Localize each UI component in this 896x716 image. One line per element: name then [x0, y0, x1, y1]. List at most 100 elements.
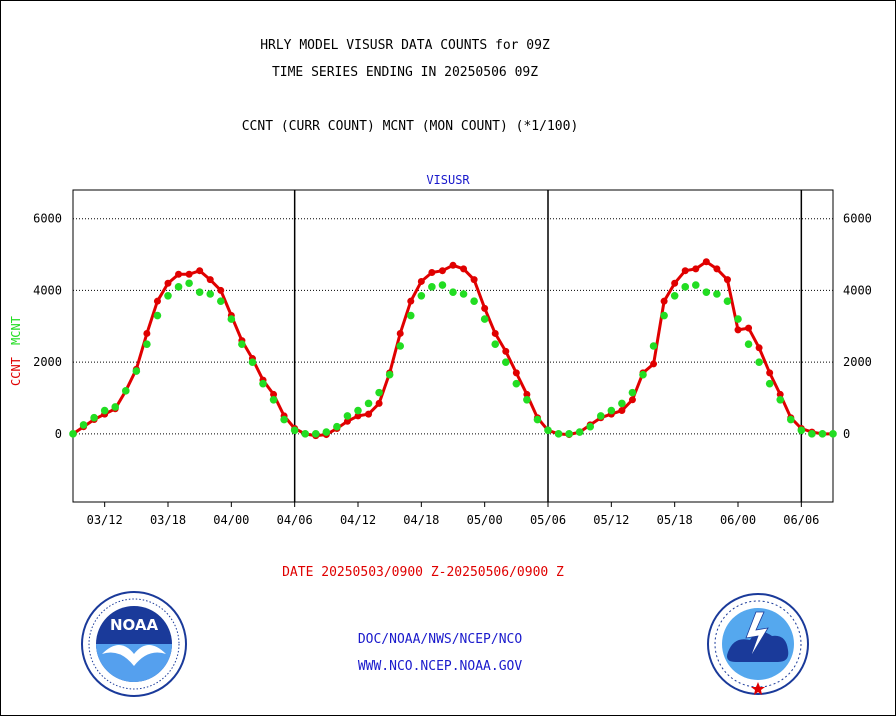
- ccnt-point: [512, 369, 520, 377]
- mcnt-point: [702, 288, 711, 297]
- chart-svg: 0 2000 4000 6000 0 2000 4000 6000 03/12 03/18 04…: [9, 173, 872, 527]
- mcnt-point: [322, 428, 331, 436]
- mcnt-point: [364, 399, 373, 408]
- mcnt-point: [375, 388, 383, 397]
- mcnt-point: [417, 291, 426, 300]
- x-tick-label: 05/12: [593, 513, 629, 527]
- mcnt-point: [808, 430, 816, 438]
- svg-text:NOAA: NOAA: [110, 616, 159, 634]
- x-tick-label: 04/12: [340, 513, 376, 527]
- mcnt-point: [227, 315, 236, 323]
- mcnt-point: [501, 358, 510, 366]
- plot-frame: [72, 189, 834, 503]
- mcnt-point: [575, 428, 584, 436]
- mcnt-point: [206, 290, 215, 298]
- nws-logo: [707, 593, 809, 695]
- mcnt-point: [586, 422, 595, 431]
- ccnt-point: [354, 412, 362, 420]
- mcnt-point: [90, 413, 98, 422]
- ccnt-point: [523, 390, 531, 398]
- mcnt-point: [459, 290, 468, 298]
- mcnt-point: [734, 315, 742, 323]
- mcnt-point: [480, 315, 489, 323]
- mcnt-point: [818, 430, 827, 438]
- y-tick-label-left: 0: [55, 427, 62, 441]
- ccnt-point: [776, 390, 784, 398]
- ccnt-point: [723, 276, 731, 284]
- y-tick-label-right: 2000: [843, 355, 872, 369]
- mcnt-point: [470, 297, 478, 305]
- mcnt-point: [618, 399, 626, 408]
- mcnt-point: [596, 412, 605, 420]
- mcnt-point: [343, 412, 352, 420]
- ccnt-point: [438, 267, 446, 275]
- x-tick-label: 05/06: [530, 513, 566, 527]
- ccnt-point: [713, 265, 721, 273]
- mcnt-point: [723, 297, 732, 305]
- ccnt-point: [734, 326, 742, 334]
- ccnt-point: [502, 347, 510, 355]
- mcnt-point: [670, 291, 679, 300]
- mcnt-point: [333, 422, 341, 431]
- ccnt-point: [343, 417, 351, 425]
- y-ticks-right: 0 2000 4000 6000: [843, 212, 872, 441]
- mcnt-point: [301, 430, 310, 438]
- grid: [73, 218, 833, 435]
- ccnt-point: [481, 304, 489, 312]
- chart-subtitle: CCNT (CURR COUNT) MCNT (MON COUNT) (*1/1…: [241, 119, 579, 134]
- mcnt-point: [111, 403, 120, 411]
- mcnt-point: [786, 415, 795, 424]
- mcnt-point: [765, 379, 774, 388]
- ccnt-point: [175, 270, 183, 278]
- ccnt-point: [671, 279, 679, 287]
- y-tick-label-right: 4000: [843, 283, 872, 297]
- ccnt-point: [745, 324, 753, 332]
- y-tick-label-right: 6000: [843, 212, 872, 226]
- ccnt-point: [153, 297, 161, 305]
- mcnt-point: [164, 291, 172, 300]
- chart-title: HRLY MODEL VISUSR DATA COUNTS for 09Z: [260, 38, 550, 53]
- mcnt-point: [691, 281, 700, 289]
- ccnt-point: [164, 279, 172, 287]
- x-tick-label: 05/00: [467, 513, 503, 527]
- ccnt-point: [407, 297, 415, 305]
- x-tick-label: 06/06: [783, 513, 819, 527]
- mcnt-point: [259, 379, 267, 388]
- mcnt-point: [744, 340, 753, 349]
- mcnt-point: [121, 387, 130, 395]
- mcnt-point: [533, 415, 542, 424]
- mcnt-point: [185, 279, 193, 288]
- ccnt-point: [270, 390, 278, 398]
- mcnt-point: [385, 370, 394, 379]
- ccnt-point: [196, 267, 204, 275]
- mcnt-point: [290, 426, 299, 435]
- x-ticks: 03/12 03/18 04/00 04/06 04/12 04/18 05/00 05/06…: [87, 502, 819, 527]
- day-separators: [293, 190, 803, 502]
- series-mcnt: [69, 279, 837, 438]
- footer-url-link[interactable]: WWW.NCO.NCEP.NOAA.GOV: [357, 659, 523, 674]
- mcnt-point: [449, 288, 457, 297]
- mcnt-point: [512, 379, 521, 388]
- plot-title: VISUSR: [426, 173, 470, 187]
- mcnt-point: [396, 342, 405, 350]
- footer-org-link[interactable]: DOC/NOAA/NWS/NCEP/NCO: [357, 632, 523, 647]
- mcnt-point: [649, 342, 658, 350]
- series-ccnt: [69, 258, 837, 440]
- mcnt-point: [143, 340, 151, 349]
- mcnt-point: [354, 406, 362, 415]
- ccnt-point: [365, 410, 373, 418]
- mcnt-point: [438, 281, 447, 289]
- ccnt-point: [692, 265, 700, 273]
- ccnt-line: [72, 259, 833, 438]
- mcnt-point: [195, 288, 204, 297]
- mcnt-point: [565, 430, 573, 438]
- x-tick-label: 05/18: [657, 513, 693, 527]
- mcnt-point: [628, 388, 637, 397]
- ccnt-point: [206, 276, 214, 284]
- mcnt-point: [79, 421, 88, 429]
- mcnt-point: [491, 340, 500, 349]
- mcnt-point: [660, 311, 668, 320]
- mcnt-point: [797, 426, 806, 435]
- mcnt-point: [174, 283, 183, 291]
